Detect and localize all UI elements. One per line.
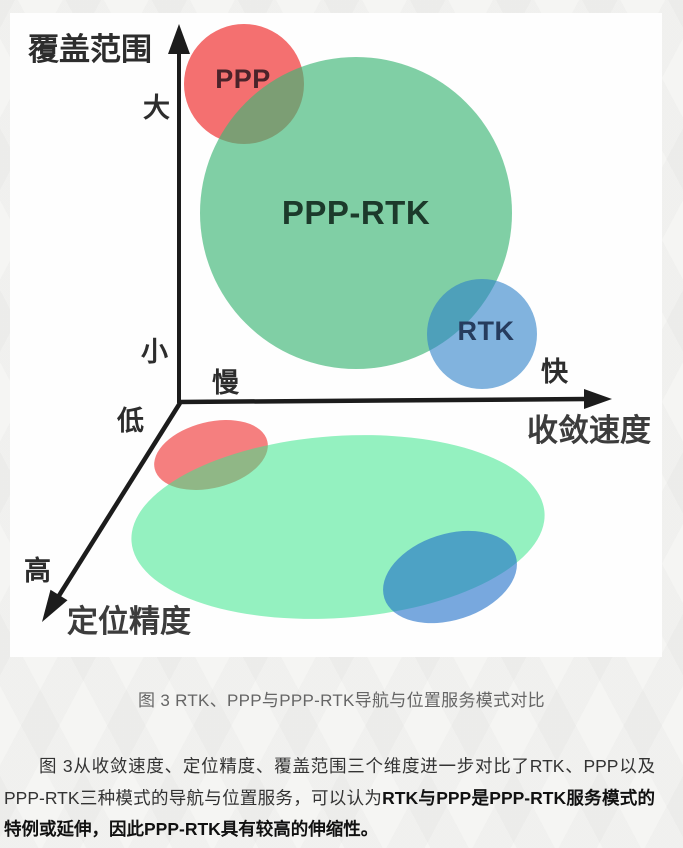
accuracy-axis-line xyxy=(53,401,182,604)
speed-axis-label: 收敛速度 xyxy=(527,413,651,448)
speed-min-label: 慢 xyxy=(212,368,240,398)
rtk-circle xyxy=(427,279,537,389)
coverage-axis-arrowhead-icon xyxy=(168,24,190,54)
figure-3-diagram: 覆盖范围 大 小 慢 快 收敛速度 低 高 定位精度 PPP PPP-RTK R… xyxy=(10,13,662,657)
venn-circles xyxy=(184,24,537,389)
projection-plane xyxy=(131,420,545,624)
accuracy-max-label: 高 xyxy=(24,555,51,586)
body-paragraph: 图 3从收敛速度、定位精度、覆盖范围三个维度进一步对比了RTK、PPP以及PPP… xyxy=(0,751,683,846)
ppp-rtk-label: PPP-RTK xyxy=(282,194,430,231)
set-labels: PPP PPP-RTK RTK xyxy=(215,64,514,346)
ppp-rtk-circle xyxy=(200,57,512,369)
coverage-min-label: 小 xyxy=(141,337,168,367)
axes xyxy=(42,24,612,622)
ppp-label: PPP xyxy=(215,64,271,94)
coverage-axis-label: 覆盖范围 xyxy=(27,32,152,67)
speed-max-label: 快 xyxy=(541,357,569,387)
rtk-label: RTK xyxy=(458,316,515,346)
axis-labels: 覆盖范围 大 小 慢 快 收敛速度 低 高 定位精度 xyxy=(24,32,651,639)
figure-3: 覆盖范围 大 小 慢 快 收敛速度 低 高 定位精度 PPP PPP-RTK R… xyxy=(10,13,662,657)
paragraph-emphasis: RTK与PPP是PPP-RTK服务模式的特例或延伸，因此PPP-RTK具有较高的… xyxy=(4,787,656,840)
speed-axis-line xyxy=(177,396,589,405)
figure-caption: 图 3 RTK、PPP与PPP-RTK导航与位置服务模式对比 xyxy=(138,691,545,710)
paragraph-lead: 图 3从收敛速度、定位精度、覆盖范围三个维度进一步对比了RTK、PPP以及PPP… xyxy=(4,756,655,808)
rtk-shadow-ellipse xyxy=(383,530,517,624)
coverage-max-label: 大 xyxy=(143,93,170,123)
accuracy-min-label: 低 xyxy=(116,406,144,436)
accuracy-axis-label: 定位精度 xyxy=(67,604,191,639)
speed-axis-arrowhead-icon xyxy=(584,389,612,409)
accuracy-axis-arrowhead-icon xyxy=(42,589,68,622)
